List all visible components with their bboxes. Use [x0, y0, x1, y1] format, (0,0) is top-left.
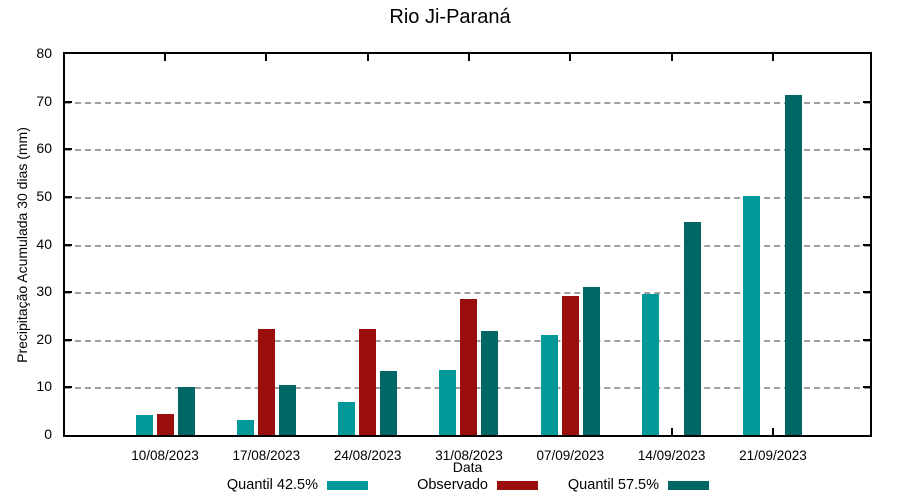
bar-quantil-42-5- — [338, 402, 356, 435]
gridline-y40 — [65, 244, 870, 247]
y-tick-label: 10 — [36, 378, 52, 395]
y-tick-label: 30 — [36, 283, 52, 300]
legend-entry: Observado — [286, 476, 538, 494]
y-tick-right — [863, 291, 870, 294]
x-tick-top — [569, 54, 572, 61]
bar-quantil-57-5- — [582, 286, 600, 435]
y-tick-left — [65, 148, 72, 151]
y-tick-left — [65, 243, 72, 246]
y-tick-left — [65, 386, 72, 389]
chart-title: Rio Ji-Paraná — [389, 6, 511, 28]
x-tick-label: 21/09/2023 — [739, 448, 807, 463]
y-tick-right — [863, 195, 870, 198]
bar-observado — [359, 329, 377, 435]
y-tick-left — [65, 195, 72, 198]
bar-quantil-42-5- — [540, 335, 558, 435]
x-tick-top — [771, 54, 774, 61]
legend-entry: Quantil 57.5% — [457, 476, 709, 494]
x-tick-top — [467, 54, 470, 61]
legend-swatch — [327, 480, 368, 490]
y-tick-right — [863, 148, 870, 151]
y-tick-label: 20 — [36, 330, 52, 347]
y-tick-label: 40 — [36, 235, 52, 252]
y-tick-right — [863, 386, 870, 389]
bar-quantil-42-5- — [135, 415, 153, 435]
bar-observado — [460, 298, 478, 435]
y-tick-label: 0 — [44, 426, 52, 442]
bar-quantil-57-5- — [278, 385, 296, 435]
y-tick-label: 60 — [36, 140, 52, 157]
y-tick-label: 80 — [36, 45, 52, 61]
bar-observado — [257, 329, 275, 435]
y-tick-right — [863, 243, 870, 246]
legend-swatch — [668, 480, 709, 490]
y-tick-label: 70 — [36, 92, 52, 109]
gridline-y60 — [65, 149, 870, 152]
x-tick-label: 10/08/2023 — [131, 448, 199, 463]
x-tick-label: 24/08/2023 — [333, 448, 402, 463]
y-tick-label: 50 — [36, 187, 52, 204]
x-tick-top — [366, 54, 369, 61]
legend-label: Quantil 42.5% — [226, 477, 318, 493]
x-tick-bottom — [670, 428, 673, 435]
x-tick-top — [164, 54, 166, 61]
bar-quantil-42-5- — [439, 370, 457, 435]
x-axis-label: Data — [452, 459, 483, 475]
x-tick-label: 31/08/2023 — [435, 448, 503, 463]
y-tick-left — [65, 100, 72, 103]
bar-quantil-57-5- — [481, 331, 499, 435]
bar-quantil-57-5- — [177, 387, 195, 435]
bar-quantil-42-5- — [642, 294, 660, 435]
bar-observado — [561, 295, 579, 435]
legend-label: Quantil 57.5% — [567, 477, 659, 493]
legend-label: Observado — [417, 477, 488, 493]
x-tick-label: 07/09/2023 — [536, 448, 605, 463]
y-tick-right — [863, 338, 870, 341]
bar-quantil-42-5- — [236, 419, 254, 435]
plot-area — [63, 52, 872, 437]
bar-quantil-57-5- — [380, 370, 398, 435]
x-tick-bottom — [771, 428, 774, 435]
legend-swatch — [497, 480, 538, 490]
legend-entry: Quantil 42.5% — [116, 476, 368, 494]
bar-quantil-57-5- — [684, 221, 702, 435]
gridline-y70 — [65, 101, 870, 104]
x-tick-label: 14/09/2023 — [637, 448, 706, 463]
y-tick-right — [863, 100, 870, 103]
x-tick-top — [670, 54, 673, 61]
gridline-y50 — [65, 196, 870, 199]
bar-observado — [156, 414, 174, 435]
bar-quantil-57-5- — [785, 95, 803, 435]
gridline-y30 — [65, 292, 870, 295]
y-tick-left — [65, 338, 72, 341]
y-tick-left — [65, 291, 72, 294]
x-tick-top — [265, 54, 268, 61]
bar-quantil-42-5- — [743, 196, 761, 435]
x-tick-label: 17/08/2023 — [232, 448, 301, 463]
legend: Quantil 42.5% Observado Quantil 57.5% — [63, 476, 872, 496]
